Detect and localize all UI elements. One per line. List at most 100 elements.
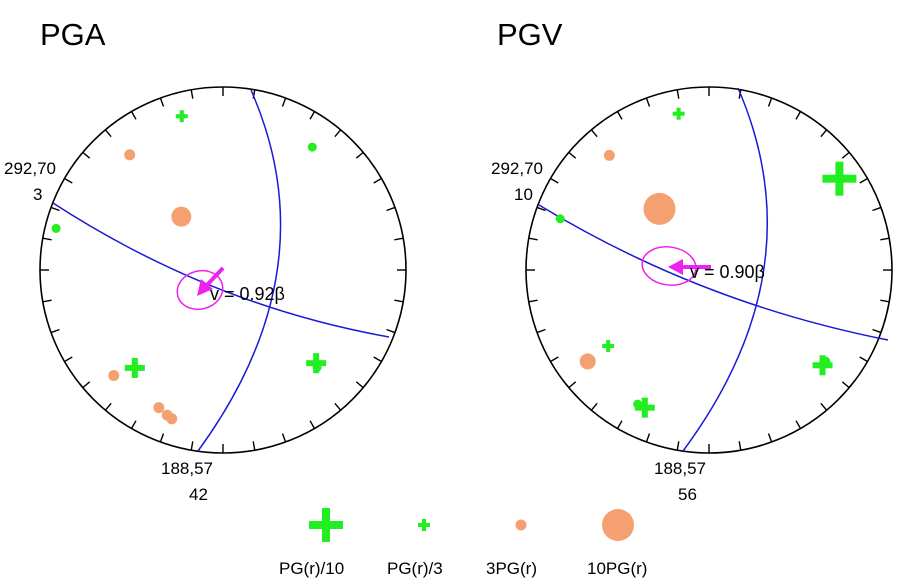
pga-panel: PGA 292,70 3 188,57 42 v = 0.92β	[4, 17, 407, 504]
azimuth-tick	[159, 97, 165, 107]
marker-dot-green	[821, 356, 831, 366]
azimuth-tick	[42, 299, 52, 303]
value-top-label: 10	[514, 185, 533, 204]
marker-plus-mid	[124, 357, 145, 378]
azimuth-tick	[42, 237, 52, 241]
panel-title: PGV	[497, 17, 563, 52]
azimuth-tick	[82, 381, 91, 389]
rupture-direction-arrow	[197, 266, 225, 296]
azimuth-ticks	[526, 87, 892, 453]
azimuth-tick	[386, 206, 396, 212]
marker-dot-orange-s	[108, 370, 120, 382]
legend-item: PG(r)/10	[279, 508, 344, 578]
station-markers	[51, 110, 327, 425]
azimuth-tick	[281, 433, 287, 443]
focal-sphere: v = 0.90β	[525, 86, 893, 454]
azimuth-tick	[104, 129, 112, 138]
strike-dip-top-label: 292,70	[491, 159, 543, 178]
azimuth-tick	[64, 177, 73, 184]
pgv-panel: PGV 292,70 10 188,57 56 v = 0.90β	[491, 17, 893, 504]
velocity-label: v = 0.90β	[690, 262, 765, 282]
legend-symbol	[515, 519, 527, 531]
marker-dot-green	[555, 214, 565, 224]
marker-plus-mid	[634, 397, 655, 418]
azimuth-tick	[130, 420, 137, 429]
value-bottom-label: 42	[189, 485, 208, 504]
azimuth-tick	[676, 441, 680, 451]
azimuth-ticks	[40, 87, 406, 453]
legend-label: PG(r)/3	[387, 559, 443, 578]
azimuth-tick	[645, 97, 651, 107]
azimuth-tick	[859, 177, 868, 184]
nodal-plane-1	[538, 204, 889, 341]
azimuth-tick	[104, 402, 112, 411]
nodal-plane-1	[52, 202, 390, 338]
azimuth-tick	[550, 177, 559, 184]
azimuth-tick	[645, 433, 651, 443]
marker-dot-orange-s	[153, 402, 165, 414]
azimuth-tick	[50, 328, 60, 334]
marker-plus-big	[822, 161, 857, 196]
azimuth-tick	[795, 420, 802, 429]
station-markers	[555, 107, 857, 418]
azimuth-tick	[334, 129, 342, 138]
legend-label: 3PG(r)	[486, 559, 537, 578]
legend-label: 10PG(r)	[587, 559, 647, 578]
value-bottom-label: 56	[678, 485, 697, 504]
azimuth-tick	[50, 206, 60, 212]
velocity-label: v = 0.92β	[210, 284, 285, 304]
legend-item: 10PG(r)	[587, 509, 647, 578]
marker-dot-orange-xl	[602, 509, 634, 541]
rupture-direction-arrow	[668, 259, 711, 275]
azimuth-tick	[190, 441, 194, 451]
azimuth-tick	[841, 151, 850, 159]
azimuth-tick	[841, 381, 850, 389]
nodal-plane-2	[682, 87, 769, 452]
azimuth-tick	[528, 299, 538, 303]
azimuth-tick	[373, 356, 382, 363]
marker-dot-orange-xl	[643, 192, 676, 225]
azimuth-tick	[590, 129, 598, 138]
marker-dot-orange-s	[603, 149, 615, 161]
azimuth-tick	[738, 441, 742, 451]
azimuth-tick	[872, 328, 882, 334]
marker-dot-orange-s	[166, 413, 178, 425]
direction-uncertainty-ellipse	[176, 269, 224, 311]
marker-dot-green	[51, 223, 61, 233]
panel-title: PGA	[40, 17, 106, 52]
azimuth-tick	[590, 402, 598, 411]
marker-plus-small	[672, 107, 685, 120]
marker-plus-small	[602, 339, 615, 352]
azimuth-tick	[872, 206, 882, 212]
direction-uncertainty-ellipse	[641, 246, 697, 286]
azimuth-tick	[334, 402, 342, 411]
azimuth-tick	[767, 97, 773, 107]
azimuth-tick	[820, 129, 828, 138]
marker-dot-orange-l	[171, 206, 192, 227]
strike-dip-top-label: 292,70	[4, 159, 56, 178]
azimuth-tick	[386, 328, 396, 334]
marker-plus-small	[418, 519, 430, 531]
azimuth-tick	[880, 237, 890, 241]
azimuth-tick	[190, 89, 194, 99]
legend-label: PG(r)/10	[279, 559, 344, 578]
azimuth-tick	[130, 111, 137, 120]
azimuth-tick	[528, 237, 538, 241]
azimuth-tick	[281, 97, 287, 107]
azimuth-tick	[355, 381, 364, 389]
strike-dip-bottom-label: 188,57	[654, 459, 706, 478]
focal-sphere: v = 0.92β	[39, 86, 407, 454]
marker-dot-green	[633, 399, 643, 409]
value-top-label: 3	[33, 185, 42, 204]
legend-symbol	[418, 519, 430, 531]
marker-dot-green	[312, 362, 322, 372]
azimuth-tick	[309, 420, 316, 429]
azimuth-tick	[616, 111, 623, 120]
marker-dot-green	[307, 142, 317, 152]
azimuth-tick	[159, 433, 165, 443]
azimuth-tick	[355, 151, 364, 159]
legend-item: PG(r)/3	[387, 519, 443, 578]
marker-plus-mid	[812, 355, 833, 376]
azimuth-tick	[568, 381, 577, 389]
